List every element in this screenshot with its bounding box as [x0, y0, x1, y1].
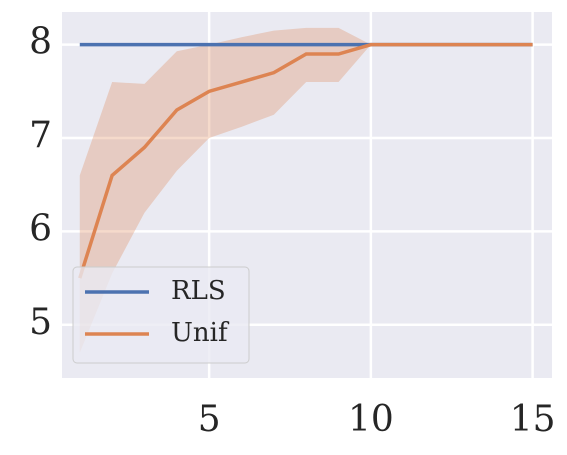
legend: RLS Unif: [72, 266, 250, 364]
y-tick-label: 6: [29, 208, 52, 249]
x-tick-label: 10: [348, 399, 394, 440]
confidence-band: [79, 27, 533, 353]
legend-label: RLS: [171, 276, 226, 306]
y-tick-label: 8: [29, 22, 52, 63]
line: [78, 42, 533, 279]
legend-label: Unif: [171, 318, 230, 348]
x-tick-label: 5: [198, 399, 221, 440]
x-tick-label: 15: [510, 399, 556, 440]
y-tick-label: 7: [29, 115, 52, 156]
y-tick-label: 5: [29, 302, 52, 343]
